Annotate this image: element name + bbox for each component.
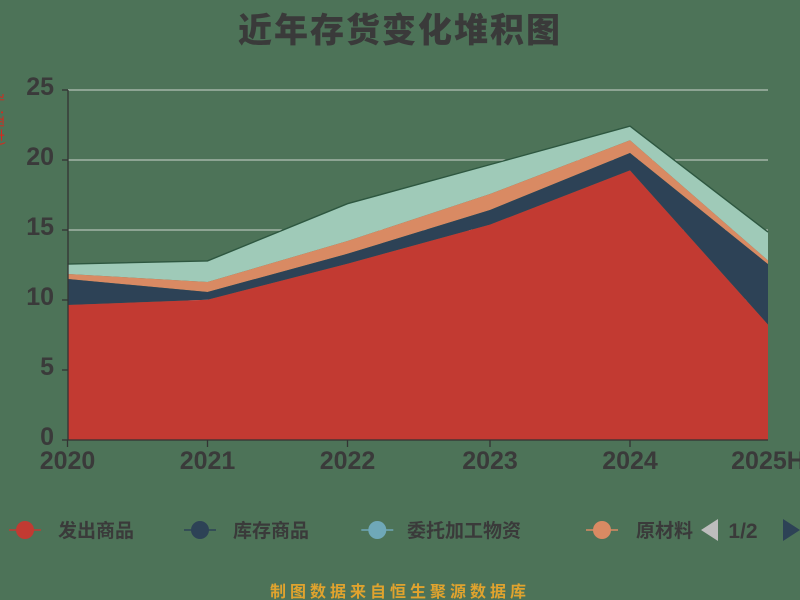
- svg-text:2024: 2024: [602, 447, 658, 475]
- svg-text:25: 25: [26, 73, 54, 101]
- svg-text:1/2: 1/2: [728, 520, 757, 543]
- svg-text:委托加工物资: 委托加工物资: [407, 516, 521, 543]
- svg-text:2023: 2023: [462, 447, 518, 475]
- svg-text:原材料: 原材料: [636, 516, 693, 543]
- svg-text:发出商品: 发出商品: [58, 516, 134, 543]
- svg-text:5: 5: [40, 353, 54, 381]
- svg-text:2025H: 2025H: [731, 447, 800, 475]
- svg-text:15: 15: [26, 213, 54, 241]
- svg-text:10: 10: [26, 283, 54, 311]
- svg-text:20: 20: [26, 143, 54, 171]
- svg-text:2021: 2021: [180, 447, 236, 475]
- svg-text:2020: 2020: [40, 447, 96, 475]
- svg-text:2022: 2022: [320, 447, 376, 475]
- svg-text:库存商品: 库存商品: [233, 516, 309, 543]
